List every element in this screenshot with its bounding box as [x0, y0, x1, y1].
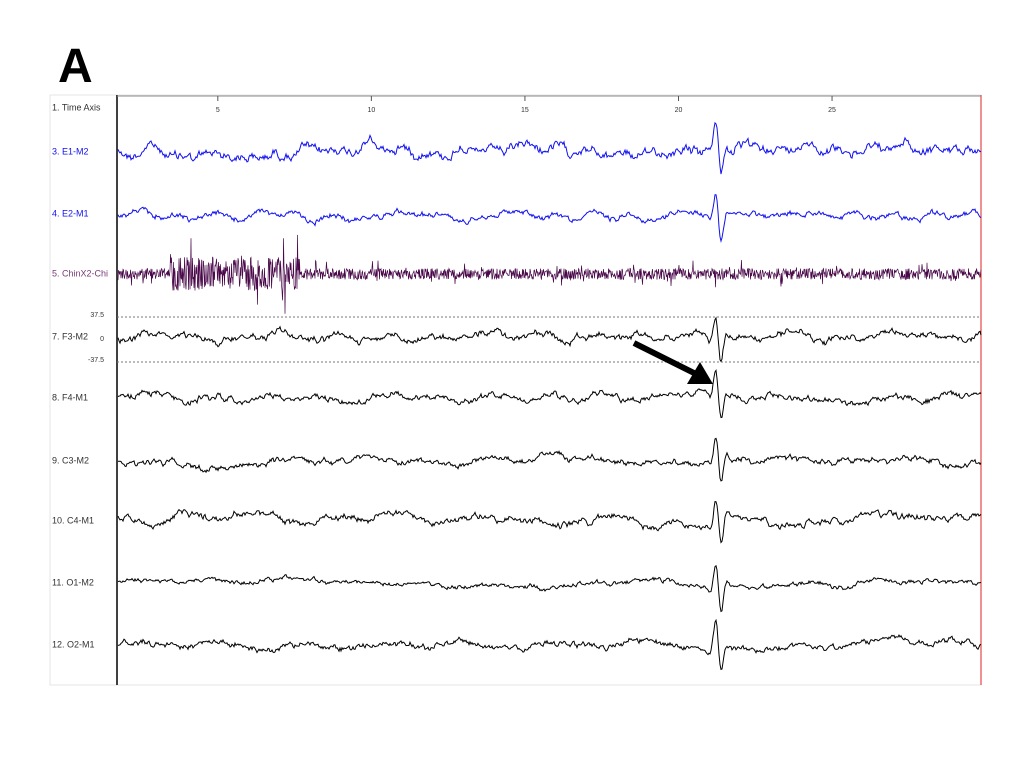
traces: [117, 121, 982, 671]
channel-label: 5. ChinX2-Chi: [52, 268, 108, 278]
scale-zero: 0: [100, 336, 104, 343]
eeg-trace: [117, 618, 982, 671]
eeg-trace: [117, 316, 982, 363]
eeg-trace: [117, 194, 982, 244]
eeg-trace: [117, 564, 982, 613]
viewer-frame: [49, 94, 982, 686]
channel-label: 11. O1-M2: [52, 577, 94, 587]
eeg-trace: [117, 121, 982, 175]
eeg-trace: [117, 437, 982, 482]
arrow: [632, 340, 713, 384]
time-tick-label: 25: [828, 107, 836, 114]
channel-label: 12. O2-M1: [52, 639, 95, 649]
eeg-trace: [117, 234, 982, 314]
channel-label: 10. C4-M1: [52, 515, 94, 525]
time-tick-label: 15: [521, 107, 529, 114]
time-tick-label: 5: [216, 107, 220, 114]
eeg-trace: [117, 369, 982, 419]
eeg-trace: [117, 501, 982, 544]
channel-label: 8. F4-M1: [52, 392, 88, 402]
channel-label: 4. E2-M1: [52, 208, 89, 218]
time-axis-label: 1. Time Axis: [52, 102, 101, 112]
time-tick-label: 20: [675, 107, 683, 114]
scale-bottom: -37.5: [88, 357, 104, 364]
scale-top: 37.5: [90, 312, 104, 319]
arrow-shaft: [632, 340, 698, 377]
channel-label: 7. F3-M2: [52, 331, 88, 341]
time-tick-label: 10: [367, 107, 375, 114]
channel-label: 9. C3-M2: [52, 455, 89, 465]
panel-label: A: [58, 40, 93, 93]
channel-label: 3. E1-M2: [52, 146, 89, 156]
arrow-head: [687, 362, 713, 384]
